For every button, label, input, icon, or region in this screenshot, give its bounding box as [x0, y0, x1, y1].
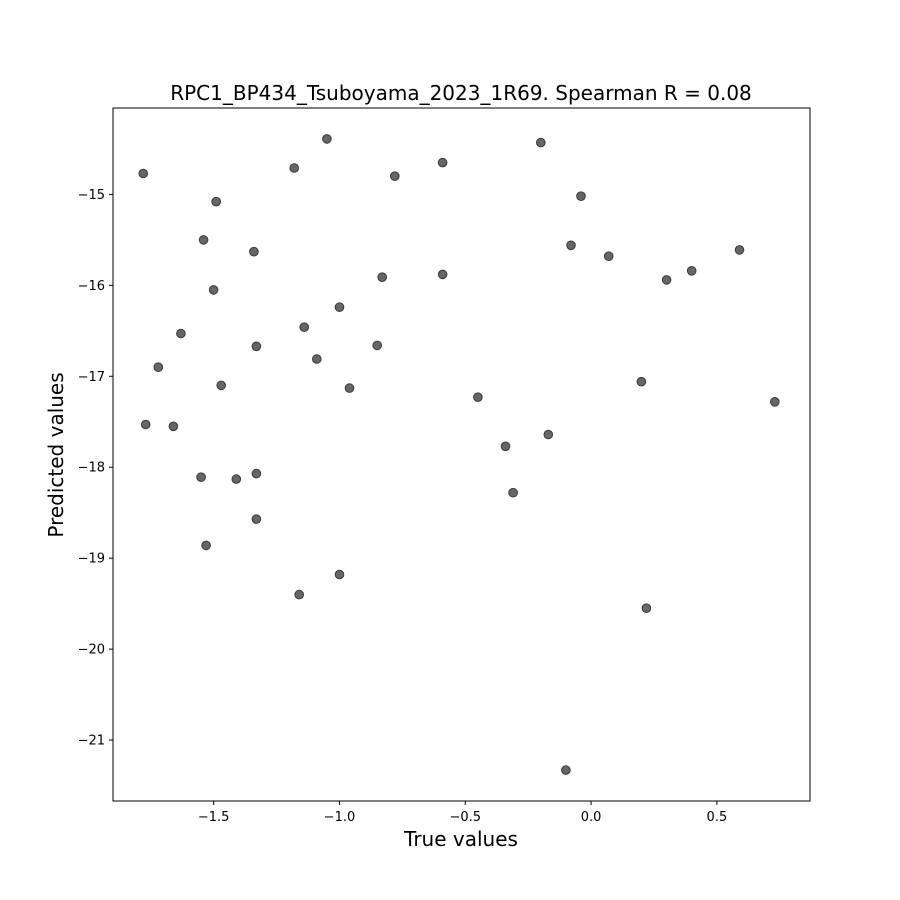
x-tick-label: −0.5: [449, 810, 481, 825]
x-tick-label: 0.0: [581, 810, 602, 825]
data-point: [686, 266, 697, 276]
data-point: [576, 191, 586, 201]
data-point: [508, 487, 518, 498]
data-point: [201, 540, 211, 551]
data-point: [322, 134, 332, 144]
data-point: [661, 275, 672, 285]
data-point: [566, 240, 576, 251]
data-point: [216, 380, 226, 391]
data-point: [641, 603, 652, 614]
data-point: [344, 383, 355, 393]
data-point: [211, 196, 221, 207]
data-point: [603, 251, 614, 262]
data-point: [294, 589, 305, 600]
data-point: [176, 328, 186, 339]
data-point: [500, 441, 511, 452]
data-point: [437, 157, 448, 168]
data-point: [208, 285, 219, 295]
data-point: [153, 362, 164, 373]
data-point: [734, 245, 745, 255]
y-tick-label: −21: [78, 734, 105, 749]
data-point: [543, 429, 554, 440]
y-tick-label: −16: [78, 279, 105, 294]
x-tick-label: 0.5: [707, 810, 728, 825]
data-point: [196, 472, 206, 483]
y-tick-label: −20: [78, 643, 105, 658]
data-point: [198, 235, 209, 245]
data-point: [249, 246, 259, 257]
data-point: [251, 468, 262, 479]
y-tick-label: −19: [78, 552, 105, 567]
chart-title: RPC1_BP434_Tsuboyama_2023_1R69. Spearman…: [170, 81, 752, 105]
data-point: [437, 269, 448, 280]
data-point: [390, 171, 400, 181]
y-axis-label: Predicted values: [44, 372, 68, 537]
data-point: [299, 322, 310, 333]
y-axis: −15 −16 −17 −18 −19 −20 −21: [78, 188, 113, 749]
data-point: [536, 137, 546, 148]
x-axis: −1.5 −1.0 −0.5 0.0 0.5: [198, 801, 727, 825]
data-point: [312, 354, 322, 364]
data-point: [334, 302, 345, 313]
data-point: [334, 569, 345, 580]
x-tick-label: −1.0: [324, 810, 356, 825]
data-point: [251, 341, 262, 352]
x-tick-label: −1.5: [198, 810, 230, 825]
data-point: [770, 397, 780, 407]
y-tick-label: −17: [78, 370, 105, 385]
data-point: [561, 765, 571, 775]
data-point: [231, 474, 242, 484]
y-tick-label: −15: [78, 188, 105, 203]
data-point: [140, 419, 151, 430]
data-point: [251, 514, 262, 524]
data-point: [168, 421, 179, 432]
data-point: [377, 272, 388, 283]
data-point: [289, 163, 300, 173]
data-point: [372, 340, 383, 351]
points-layer: [138, 134, 780, 775]
data-point: [138, 168, 148, 179]
data-point: [636, 376, 647, 387]
y-tick-label: −18: [78, 461, 105, 476]
x-axis-label: True values: [403, 827, 518, 851]
data-point: [473, 392, 483, 403]
plot-frame: [112, 107, 811, 802]
